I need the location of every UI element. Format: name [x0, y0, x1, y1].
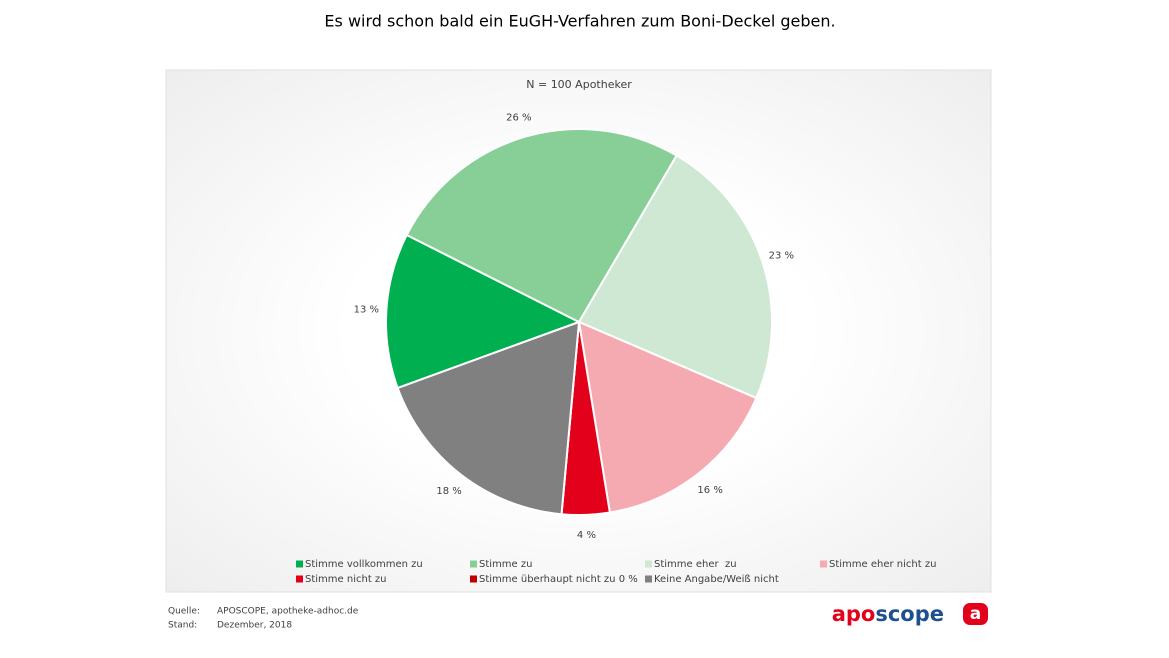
legend-label: Keine Angabe/Weiß nicht	[654, 574, 779, 585]
pie-slice	[577, 154, 773, 400]
logo-icon	[963, 603, 988, 625]
pie-slice	[405, 128, 679, 324]
legend-swatch	[645, 575, 652, 583]
legend-swatch	[470, 575, 477, 583]
legend-label: Stimme zu	[479, 559, 532, 570]
data-label: 23 %	[769, 250, 794, 261]
data-label: 4 %	[577, 530, 596, 541]
logo-icon-text: a	[970, 604, 981, 624]
data-label: 18 %	[436, 486, 461, 497]
legend-swatch	[296, 560, 303, 568]
legend-swatch	[296, 575, 303, 583]
legend-label: Stimme nicht zu	[305, 574, 387, 585]
logo: aposcope	[832, 602, 944, 626]
logo-part: scope	[875, 602, 944, 626]
chart-subtitle: N = 100 Apotheker	[526, 78, 632, 91]
legend-swatch	[470, 560, 477, 568]
data-label: 26 %	[506, 113, 531, 124]
pie-slice	[396, 320, 581, 516]
footer-date: Dezember, 2018	[217, 621, 292, 631]
legend-label: Stimme eher nicht zu	[829, 559, 936, 570]
legend-label: Stimme vollkommen zu	[305, 559, 423, 570]
footer-source: APOSCOPE, apotheke-adhoc.de	[217, 607, 359, 617]
data-label: 13 %	[354, 304, 379, 315]
legend-swatch	[820, 560, 827, 568]
pie-slice	[577, 320, 758, 514]
legend-label: Stimme eher zu	[654, 559, 737, 570]
footer-label: Quelle:	[168, 607, 200, 617]
chart-title: Es wird schon bald ein EuGH-Verfahren zu…	[324, 12, 835, 31]
logo-part: apo	[832, 602, 876, 626]
data-label: 16 %	[697, 485, 722, 496]
legend-label: Stimme überhaupt nicht zu 0 %	[479, 574, 638, 585]
footer-label: Stand:	[168, 621, 197, 631]
legend-swatch	[645, 560, 652, 568]
pie-slice	[385, 233, 582, 390]
